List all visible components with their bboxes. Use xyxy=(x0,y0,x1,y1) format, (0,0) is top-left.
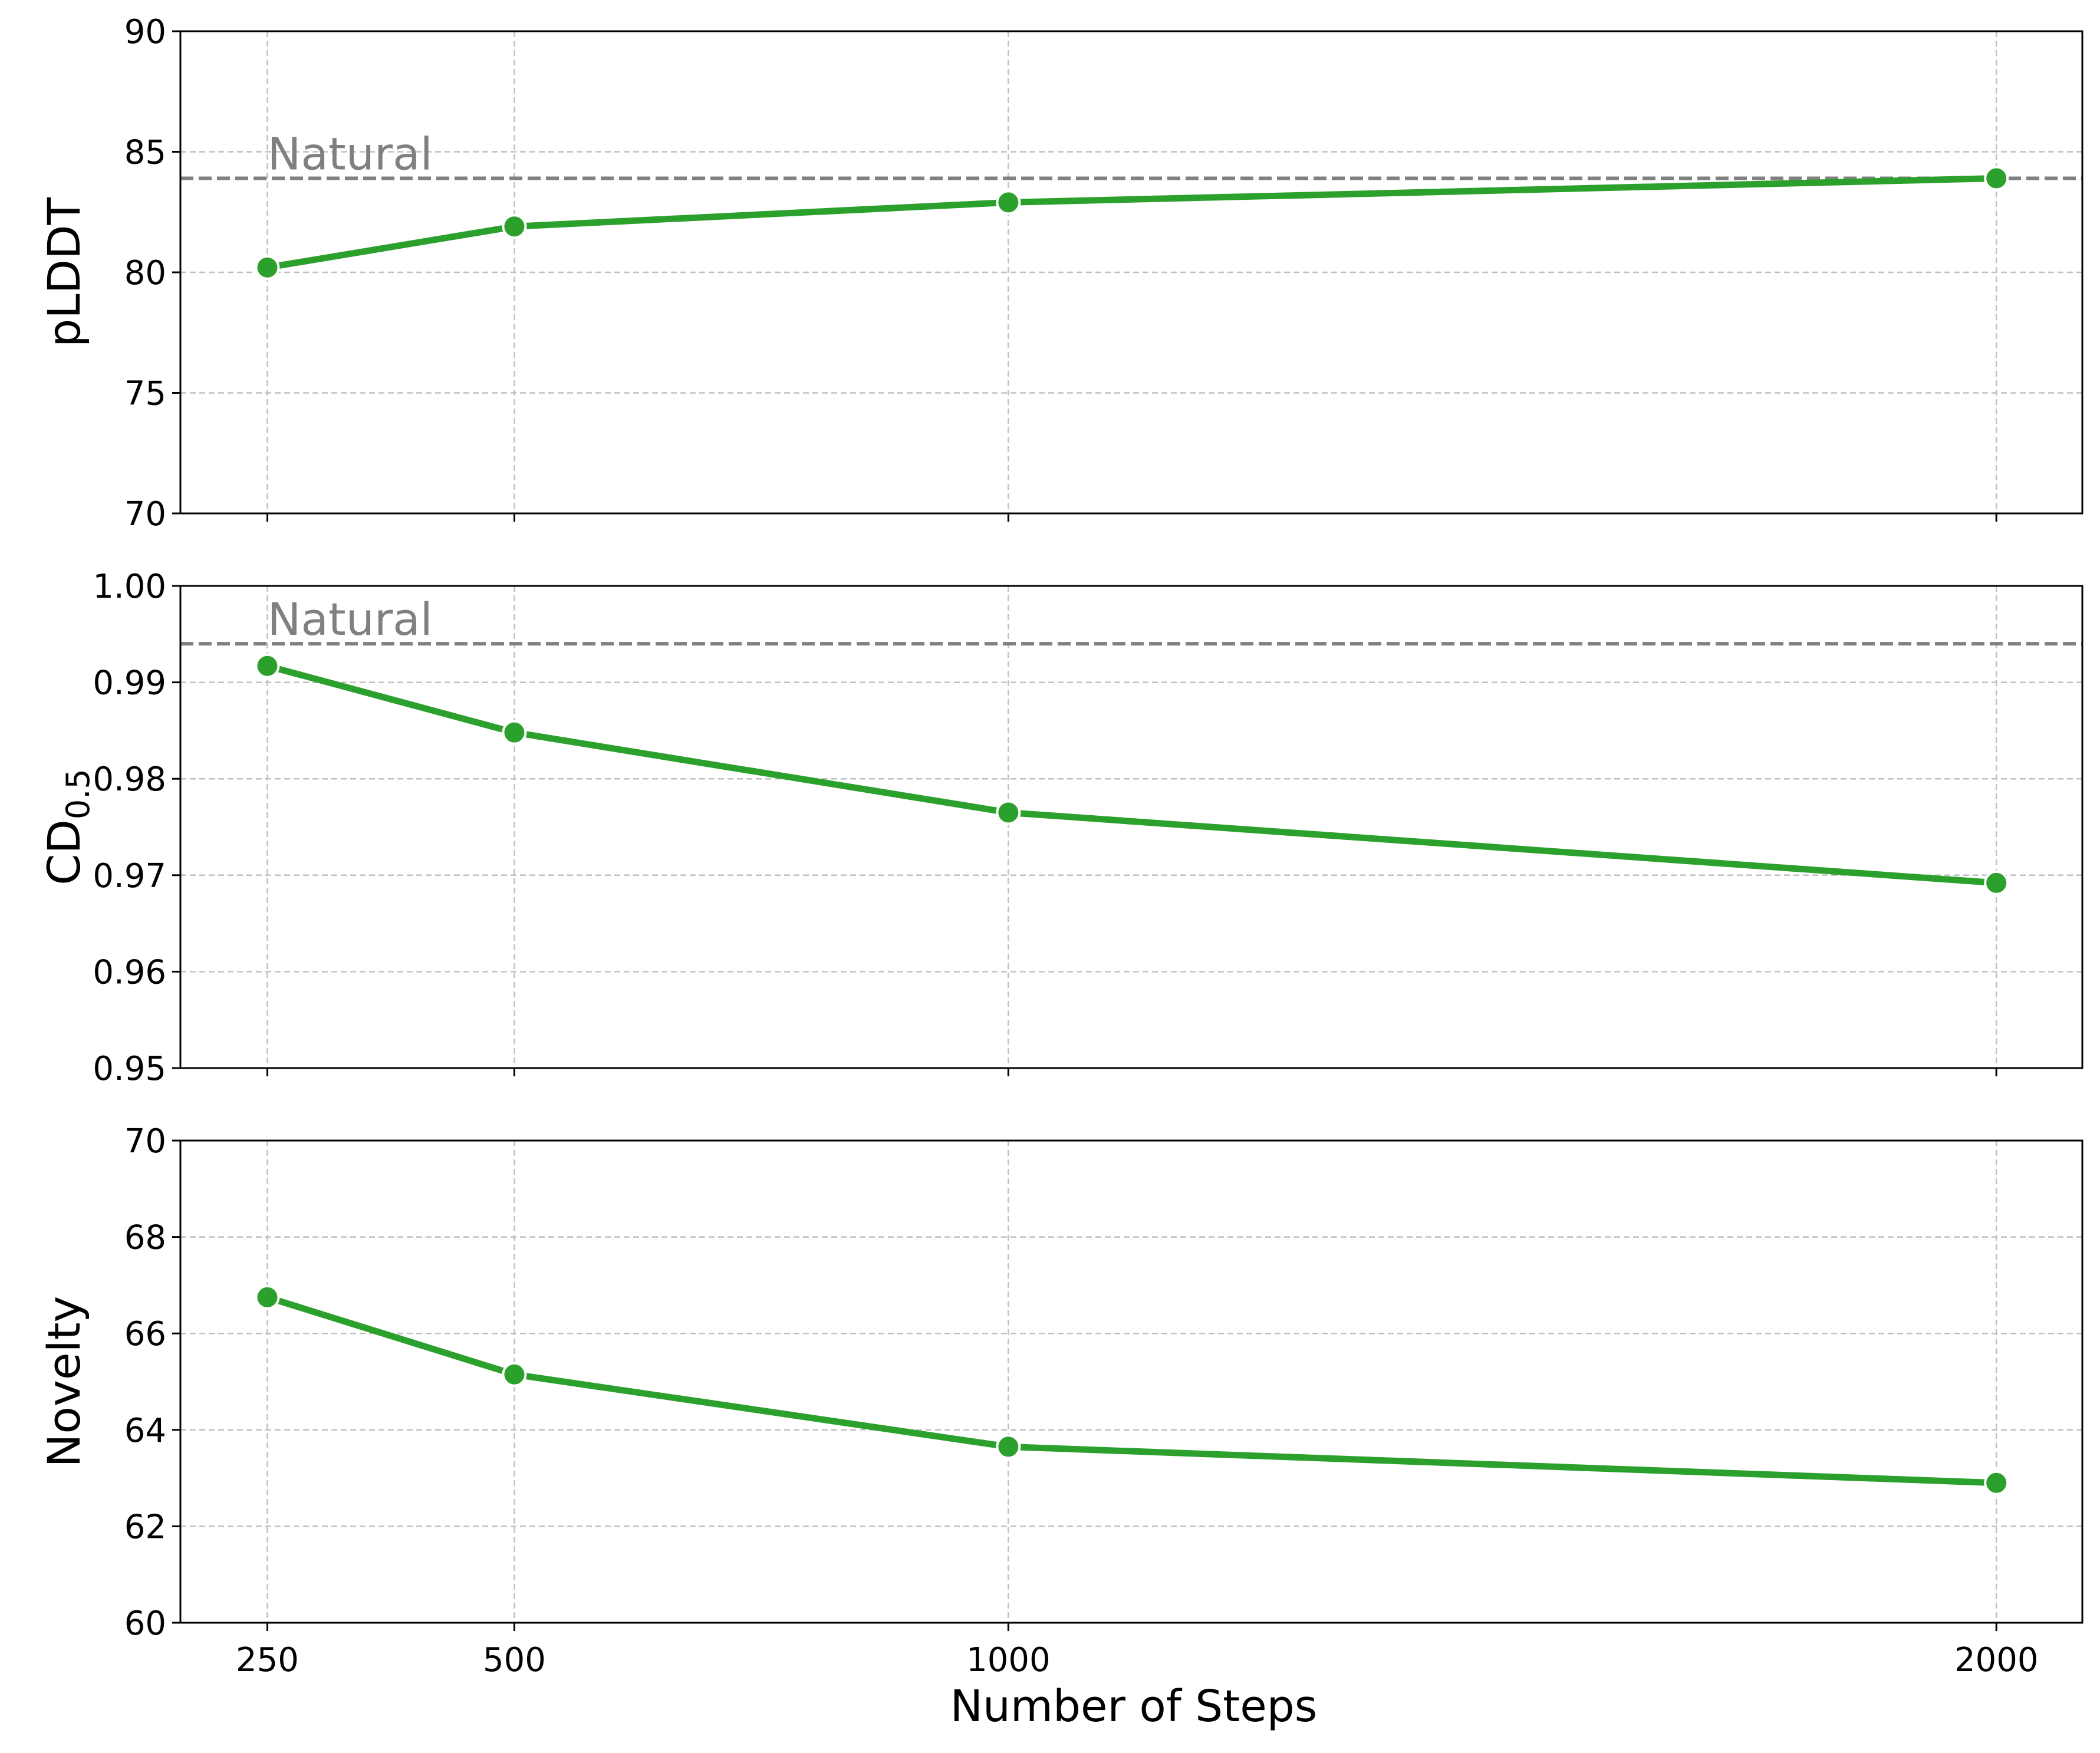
data-point xyxy=(502,1362,527,1387)
y-tick-label: 90 xyxy=(124,13,166,51)
y-tick-label: 0.99 xyxy=(93,664,166,703)
panel-3: 60 62 64 66 68 70 250 500 1000 2000 Novelty xyxy=(38,1122,2083,1679)
x-tick-label: 500 xyxy=(483,1641,546,1679)
data-point xyxy=(996,800,1021,825)
x-tick-label: 250 xyxy=(236,1641,299,1679)
y-tick-label: 70 xyxy=(124,1122,166,1161)
y-axis-label-main: Novelty xyxy=(38,1296,90,1468)
y-tick-label: 70 xyxy=(124,495,166,533)
panels: Natural 70 75 80 85 90 pLDDT Natural 0.95 0.96 0.9… xyxy=(38,13,2083,1679)
y-axis-label-subscript: 0.5 xyxy=(60,769,97,819)
data-point xyxy=(996,1434,1021,1459)
axes-frame xyxy=(179,1139,2083,1624)
reference-label: Natural xyxy=(267,127,432,180)
y-tick-label: 75 xyxy=(124,375,166,413)
data-point xyxy=(1984,1470,2009,1495)
y-axis-label-main: pLDDT xyxy=(38,197,90,347)
y-tick-label: 0.95 xyxy=(93,1050,166,1088)
y-tick-label: 1.00 xyxy=(93,568,166,606)
data-point xyxy=(1984,870,2009,895)
series-line xyxy=(264,1294,2000,1487)
data-point xyxy=(502,214,527,239)
data-point xyxy=(1984,166,2009,191)
y-axis-label: CD0.5 xyxy=(38,769,97,885)
data-point xyxy=(255,1284,280,1310)
series-line xyxy=(264,174,2000,271)
y-tick-label: 0.96 xyxy=(93,953,166,991)
y-tick-label: 80 xyxy=(124,254,166,292)
data-point xyxy=(996,190,1021,215)
y-tick-label: 68 xyxy=(124,1219,166,1257)
data-point xyxy=(255,653,280,678)
series-line xyxy=(264,663,2000,887)
y-tick-label: 85 xyxy=(124,134,166,172)
data-point xyxy=(255,255,280,280)
y-axis-label: Novelty xyxy=(38,1296,90,1468)
y-axis-label-main: CD xyxy=(38,819,90,885)
y-tick-label: 62 xyxy=(124,1508,166,1546)
reference-label: Natural xyxy=(267,593,432,645)
x-tick-label: 1000 xyxy=(966,1641,1051,1679)
panel-1: Natural 70 75 80 85 90 pLDDT xyxy=(38,13,2083,533)
y-tick-label: 64 xyxy=(124,1412,166,1450)
y-tick-label: 60 xyxy=(124,1604,166,1643)
y-tick-label: 66 xyxy=(124,1315,166,1353)
x-axis-label: Number of Steps xyxy=(950,1681,1318,1732)
y-tick-label: 0.98 xyxy=(93,760,166,799)
y-axis-label: pLDDT xyxy=(38,197,90,347)
y-tick-label: 0.97 xyxy=(93,857,166,895)
axes-frame xyxy=(179,585,2083,1069)
x-tick-label: 2000 xyxy=(1954,1641,2039,1679)
panel-2: Natural 0.95 0.96 0.97 0.98 0.99 1.00 CD0.5 xyxy=(38,568,2083,1088)
data-point xyxy=(502,720,527,745)
